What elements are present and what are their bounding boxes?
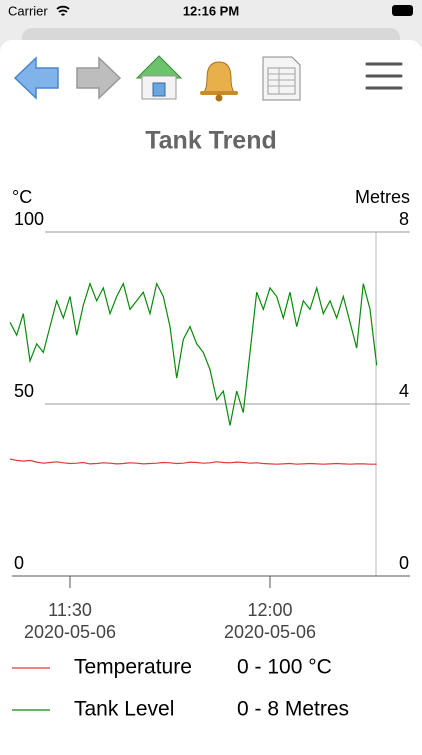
legend-range: 0 - 8 Metres [237, 698, 349, 721]
x-tick-date: 2020-05-06 [24, 622, 116, 642]
legend-name: Temperature [74, 656, 192, 679]
carrier: Carrier [8, 3, 48, 18]
x-tick-label: 11:30 [48, 600, 92, 620]
y-tick-label: 0 [14, 553, 24, 573]
report-button[interactable] [262, 56, 301, 101]
alarm-button[interactable] [200, 61, 238, 102]
back-button[interactable] [13, 56, 59, 100]
y2-axis-label: Metres [355, 187, 410, 207]
battery [392, 5, 413, 16]
wifi-icon [56, 5, 70, 16]
x-tick-label: 12:00 [247, 600, 292, 620]
y-axis-label: °C [12, 187, 32, 207]
y2-tick-label: 0 [399, 553, 409, 573]
series-line [9, 458, 377, 465]
legend-name: Tank Level [74, 698, 174, 721]
y-tick-label: 50 [14, 381, 34, 401]
y-tick-label: 100 [14, 209, 44, 229]
y2-tick-label: 4 [399, 381, 409, 401]
home-button[interactable] [135, 55, 183, 100]
menu-button[interactable] [365, 62, 403, 90]
forward-button[interactable] [76, 56, 122, 100]
x-tick-date: 2020-05-06 [224, 622, 316, 642]
legend-range: 0 - 100 °C [237, 656, 332, 679]
clock: 12:16 PM [183, 3, 239, 18]
y2-tick-label: 8 [399, 209, 409, 229]
series-line [9, 281, 378, 426]
chart-title: Tank Trend [145, 127, 277, 155]
